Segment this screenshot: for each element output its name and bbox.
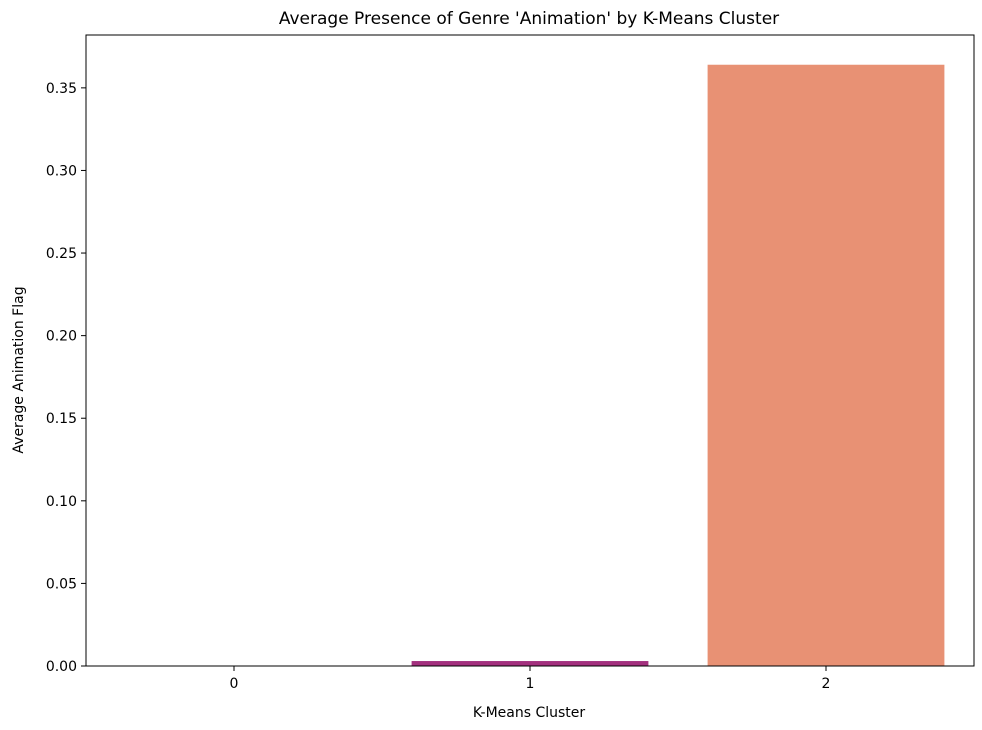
chart-title: Average Presence of Genre 'Animation' by… (279, 9, 779, 29)
y-tick-label: 0.00 (46, 659, 77, 675)
y-tick-label: 0.15 (46, 411, 77, 427)
y-axis-label: Average Animation Flag (11, 286, 27, 453)
x-tick-label: 0 (230, 676, 239, 692)
y-tick-label: 0.25 (46, 246, 77, 262)
x-axis-label: K-Means Cluster (473, 705, 586, 721)
y-tick-label: 0.30 (46, 163, 77, 179)
y-axis-ticks: 0.00 0.05 0.10 0.15 0.20 0.25 0.30 0.35 (46, 81, 86, 675)
x-tick-label: 1 (526, 676, 535, 692)
bars-group (411, 64, 945, 667)
y-tick-label: 0.20 (46, 329, 77, 345)
y-tick-label: 0.35 (46, 81, 77, 97)
bar-cluster-2 (707, 64, 945, 667)
bar-cluster-1 (411, 661, 649, 666)
x-tick-label: 2 (822, 676, 831, 692)
y-tick-label: 0.10 (46, 494, 77, 510)
y-tick-label: 0.05 (46, 576, 77, 592)
x-axis-ticks: 0 1 2 (230, 666, 831, 692)
plot-frame (85, 34, 975, 667)
